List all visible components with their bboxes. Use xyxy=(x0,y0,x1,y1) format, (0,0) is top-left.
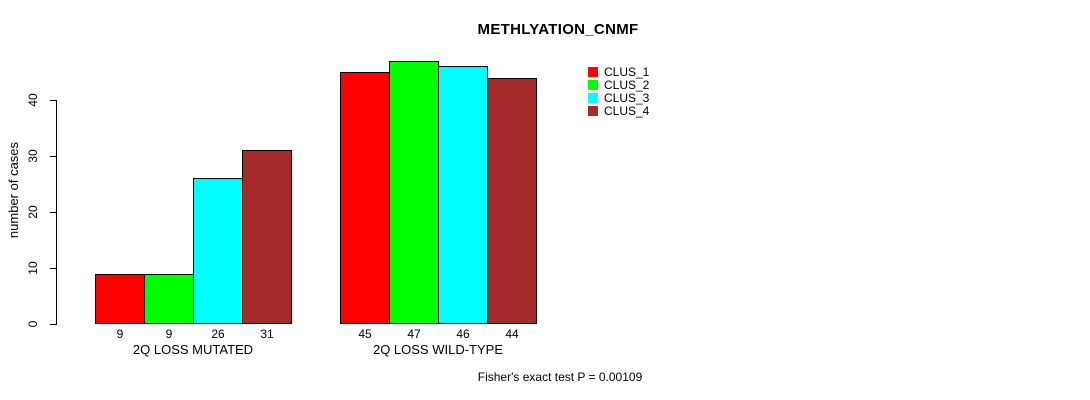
bar-value-label: 44 xyxy=(505,327,519,341)
legend-swatch-clus_2 xyxy=(588,80,598,90)
legend-label-clus_4: CLUS_4 xyxy=(604,104,650,118)
y-axis-tick-label: 0 xyxy=(26,320,40,328)
bar-clus_4-group1 xyxy=(242,150,292,324)
bar-value-label: 31 xyxy=(260,327,274,341)
y-axis-title: number of cases xyxy=(6,141,21,239)
bar-clus_3-group1 xyxy=(193,178,243,324)
bar-value-label: 26 xyxy=(211,327,225,341)
y-axis-tick xyxy=(50,324,57,325)
legend-label-clus_3: CLUS_3 xyxy=(604,91,650,105)
y-axis-tick-label: 40 xyxy=(26,93,40,107)
fisher-test-annotation: Fisher's exact test P = 0.00109 xyxy=(477,370,643,384)
y-axis-tick-label: 30 xyxy=(26,149,40,163)
legend-label-clus_1: CLUS_1 xyxy=(604,65,650,79)
x-category-label: 2Q LOSS WILD-TYPE xyxy=(372,342,504,357)
legend-label-clus_2: CLUS_2 xyxy=(604,78,650,92)
x-category-label: 2Q LOSS MUTATED xyxy=(132,342,254,357)
bar-value-label: 9 xyxy=(165,327,173,341)
y-axis-tick xyxy=(50,268,57,269)
legend-swatch-clus_3 xyxy=(588,93,598,103)
bar-clus_2-group1 xyxy=(144,274,194,324)
bar-clus_4-group2 xyxy=(487,78,537,324)
bar-clus_3-group2 xyxy=(438,66,488,324)
bar-value-label: 9 xyxy=(116,327,124,341)
bar-clus_1-group1 xyxy=(95,274,145,324)
bar-value-label: 46 xyxy=(456,327,470,341)
chart-title: METHLYATION_CNMF xyxy=(477,21,639,38)
y-axis-tick-label: 20 xyxy=(26,205,40,219)
y-axis-tick-label: 10 xyxy=(26,261,40,275)
bar-clus_2-group2 xyxy=(389,61,439,324)
legend-swatch-clus_1 xyxy=(588,67,598,77)
y-axis-tick xyxy=(50,212,57,213)
legend-swatch-clus_4 xyxy=(588,106,598,116)
bar-value-label: 47 xyxy=(407,327,421,341)
bar-clus_1-group2 xyxy=(340,72,390,324)
y-axis-tick xyxy=(50,100,57,101)
y-axis-tick xyxy=(50,156,57,157)
bar-value-label: 45 xyxy=(358,327,372,341)
